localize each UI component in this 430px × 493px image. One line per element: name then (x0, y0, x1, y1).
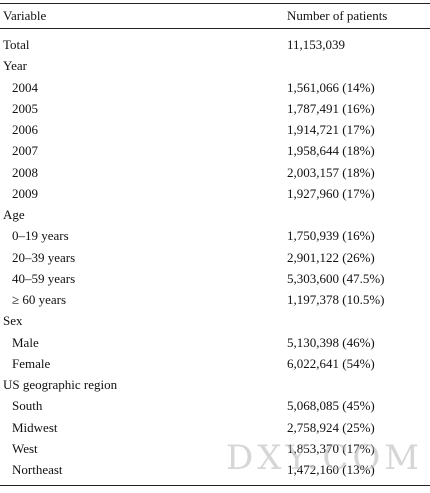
row-label: 2009 (12, 185, 38, 201)
section-label: Age (3, 207, 25, 222)
row-value: 1,787,491 (16%) (287, 100, 375, 116)
row-label: 20–39 years (12, 249, 76, 265)
section-label: US geographic region (3, 377, 118, 392)
row-value: 5,068,085 (45%) (287, 398, 375, 414)
row-value: 1,927,960 (17%) (287, 185, 375, 201)
row-label: Northeast (12, 462, 63, 477)
row-value: 2,758,924 (25%) (287, 419, 375, 435)
row-value: 5,130,398 (46%) (287, 334, 375, 350)
row-value: 1,914,721 (17%) (287, 122, 375, 137)
row-label: 2004 (12, 79, 38, 95)
row-label: 40–59 years (12, 270, 76, 286)
row-label: West (12, 440, 38, 456)
row-value: 1,561,066 (14%) (287, 79, 375, 95)
row-label: 2007 (12, 143, 38, 159)
row-value: 1,853,370 (17%) (287, 440, 375, 456)
row-label: Total (3, 37, 30, 52)
row-value: 1,750,939 (16%) (287, 228, 375, 244)
row-label: 0–19 years (12, 228, 69, 244)
header-cell: Variable (3, 8, 47, 23)
row-label: Male (12, 334, 39, 350)
row-value: 1,472,160 (13%) (287, 462, 375, 477)
watermark: DXY.COM (226, 438, 424, 478)
row-value: 1,958,644 (18%) (287, 143, 375, 159)
row-value: 5,303,600 (47.5%) (287, 270, 385, 286)
row-label: 2008 (12, 164, 38, 180)
row-label: Female (12, 355, 51, 371)
section-label: Year (3, 58, 27, 74)
row-label: ≥ 60 years (12, 292, 67, 307)
row-label: South (12, 398, 43, 414)
section-label: Sex (3, 313, 23, 329)
header-rule (0, 28, 430, 29)
row-value: 2,003,157 (18%) (287, 164, 375, 180)
header-cell: Number of patients (287, 8, 388, 23)
row-value: 2,901,122 (26%) (287, 249, 375, 265)
bottom-rule (0, 485, 430, 486)
row-label: 2006 (12, 122, 38, 137)
top-rule (0, 3, 430, 4)
row-label: Midwest (12, 419, 58, 435)
row-value: 11,153,039 (287, 37, 346, 52)
row-value: 6,022,641 (54%) (287, 355, 375, 371)
row-label: 2005 (12, 100, 38, 116)
row-value: 1,197,378 (10.5%) (287, 292, 385, 307)
